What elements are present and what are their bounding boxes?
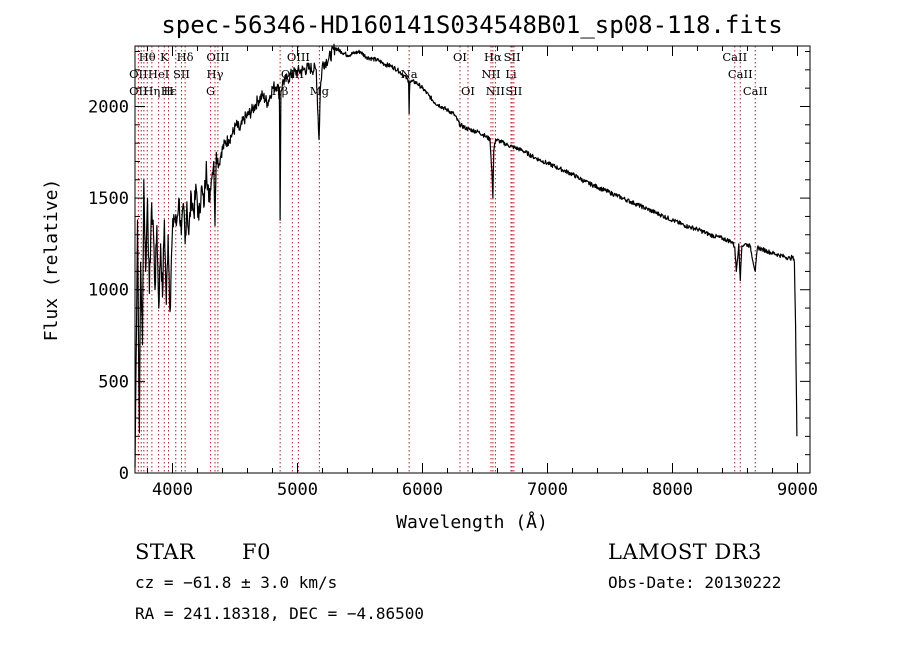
line-label: H (163, 84, 173, 98)
y-tick-label: 1000 (88, 281, 129, 301)
line-label: G (206, 84, 215, 98)
line-label: SII (173, 67, 190, 81)
obs-date: Obs-Date: 20130222 (608, 573, 782, 592)
line-label: OI (461, 84, 475, 98)
x-tick-label: 7000 (527, 480, 568, 500)
line-label: OIII (206, 50, 229, 64)
x-tick-label: 4000 (152, 480, 193, 500)
spectrum-line (134, 43, 798, 468)
line-label: Li (505, 67, 517, 81)
spectral-subclass: F0 (242, 540, 271, 564)
y-tick-label: 1500 (88, 189, 129, 209)
y-axis-ticks: 0 500 1000 1500 2000 (88, 50, 810, 484)
x-tick-label: 6000 (402, 480, 443, 500)
plot-frame (134, 45, 811, 474)
x-axis-ticks: 4000 5000 6000 7000 8000 9000 (147, 46, 818, 500)
coordinates: RA = 241.18318, DEC = −4.86500 (135, 604, 424, 623)
line-label: Hδ (177, 50, 194, 64)
line-label: K (160, 50, 169, 64)
line-label: HeI (148, 67, 169, 81)
line-label: SII (504, 50, 521, 64)
y-axis-label: Flux (relative) (41, 179, 62, 342)
x-tick-label: 9000 (777, 480, 818, 500)
chart-title: spec-56346-HD160141S034548B01_sp08-118.f… (161, 11, 782, 39)
x-axis-label: Wavelength (Å) (396, 511, 548, 533)
line-label: Hθ (139, 50, 156, 64)
x-tick-label: 8000 (652, 480, 693, 500)
survey-name: LAMOST DR3 (608, 540, 762, 564)
line-label: OII (129, 84, 148, 98)
line-label: OIII (287, 50, 310, 64)
line-label: Hη (143, 84, 160, 98)
line-label: Na (401, 67, 418, 81)
line-label: OII (129, 67, 148, 81)
y-tick-label: 500 (98, 372, 129, 392)
line-label: NII (486, 84, 505, 98)
y-tick-label: 2000 (88, 97, 129, 117)
line-label: SII (505, 84, 522, 98)
line-label: NII (481, 67, 500, 81)
line-label: Hα (484, 50, 502, 64)
line-label: Hε (161, 84, 177, 98)
object-type: STAR (135, 540, 196, 564)
line-label: Hγ (207, 67, 224, 81)
x-tick-label: 5000 (277, 480, 318, 500)
line-label: OI (453, 50, 467, 64)
line-label: CaII (728, 67, 753, 81)
y-tick-label: 0 (119, 464, 129, 484)
line-label: CaII (743, 84, 768, 98)
line-label: Mg (310, 84, 330, 98)
line-label: CaII (722, 50, 747, 64)
redshift-readout: cz = −61.8 ± 3.0 km/s (135, 573, 338, 592)
